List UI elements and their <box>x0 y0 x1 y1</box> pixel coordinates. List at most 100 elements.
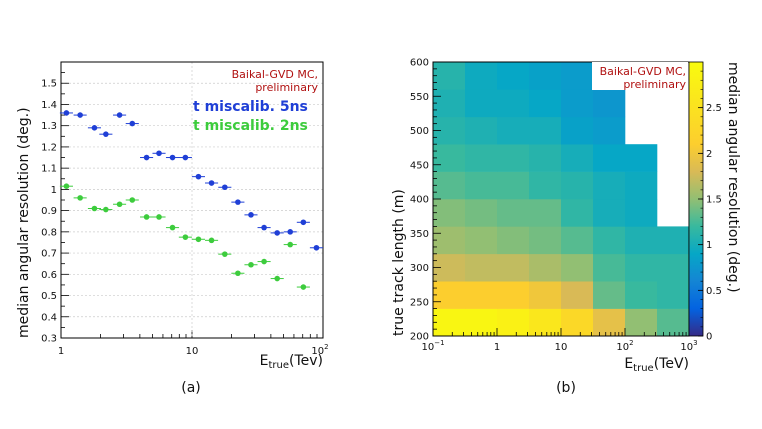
heatmap-cell <box>433 308 466 337</box>
data-point <box>235 270 241 277</box>
y-tick-label: 1.4 <box>41 100 57 111</box>
heatmap-cell <box>465 144 498 172</box>
y-tick-label: 1.1 <box>41 164 57 175</box>
panel-b-x-tick-label: 10 <box>555 342 568 353</box>
colorbar-tick-label: 1 <box>706 240 712 251</box>
heatmap-cell <box>465 308 498 337</box>
y-tick-label: 450 <box>410 160 429 171</box>
heatmap-cell <box>561 171 594 200</box>
panel-b-x-tick-base: 10 <box>680 342 693 353</box>
data-point <box>77 195 83 201</box>
heatmap-cell <box>625 144 658 172</box>
data-point <box>261 258 267 265</box>
colorbar-tick-label: 2 <box>706 149 712 160</box>
data-point <box>91 205 98 212</box>
data-point <box>143 214 150 220</box>
panel-a: 1 10 102 0.30.40.50.60.70.80.911.11.21.3… <box>16 61 329 396</box>
data-point <box>103 131 109 137</box>
heatmap-cell <box>625 226 658 255</box>
heatmap-cell <box>625 199 658 227</box>
heatmap-cell <box>593 171 626 200</box>
y-tick-label: 500 <box>410 126 429 137</box>
heatmap-cell <box>625 308 658 337</box>
y-tick-label: 1.2 <box>41 142 57 153</box>
data-point <box>156 150 162 157</box>
panel-a-ticks <box>60 62 323 339</box>
heatmap-cell <box>497 308 530 337</box>
data-point <box>116 112 123 118</box>
heatmap-cell <box>625 281 658 309</box>
heatmap-cell <box>593 226 626 255</box>
heatmap-cell <box>625 171 658 200</box>
panel-a-caption: (a) <box>181 380 201 396</box>
heatmap-cell <box>497 144 530 172</box>
panel-a-x-tick-base: 10 <box>311 346 324 357</box>
heatmap-cell <box>561 144 594 172</box>
panel-b-x-tick-base: 10 <box>616 342 629 353</box>
data-point <box>182 234 189 240</box>
y-tick-label: 300 <box>410 263 429 274</box>
panel-b-annotation-line1: Baikal-GVD MC, <box>600 65 686 78</box>
heatmap-cell <box>433 281 466 309</box>
heatmap-cell <box>497 171 530 200</box>
data-point <box>261 224 267 231</box>
heatmap-cell <box>465 199 498 227</box>
data-point <box>169 224 176 231</box>
heatmap-cell <box>561 281 594 309</box>
legend-5ns: t miscalib. 5ns <box>193 99 308 115</box>
heatmap-cell <box>433 199 466 227</box>
y-tick-label: 0.8 <box>41 227 57 238</box>
panel-a-x-tick-label: 102 <box>311 343 328 357</box>
heatmap-cell <box>529 281 562 309</box>
data-point <box>182 154 189 161</box>
data-point <box>313 244 320 251</box>
heatmap-cell <box>433 89 466 118</box>
y-tick-label: 1.5 <box>41 79 57 90</box>
data-point <box>63 183 70 189</box>
panel-b-caption: (b) <box>556 380 576 396</box>
heatmap-cell <box>561 199 594 227</box>
panel-b-x-tick-sup: −1 <box>434 339 444 347</box>
colorbar-tick-label: 0.5 <box>706 286 722 297</box>
colorbar-tick-label: 2.5 <box>706 103 722 114</box>
heatmap-cell <box>561 308 594 337</box>
heatmap-cell <box>657 281 690 309</box>
data-point <box>287 241 294 248</box>
panel-b-annotation-line2: preliminary <box>623 78 686 91</box>
data-point <box>248 261 254 268</box>
data-point <box>195 236 202 243</box>
data-point <box>103 206 109 213</box>
heatmap-cell <box>465 226 498 255</box>
heatmap-cell <box>593 308 626 337</box>
panel-b-ylabel: true track length (m) <box>391 189 407 336</box>
colorbar-tick-label: 1.5 <box>706 195 722 206</box>
panel-b-xlabel-unit: (TeV) <box>654 356 689 372</box>
heatmap-cell <box>497 253 530 282</box>
y-tick-label: 1.3 <box>41 121 57 132</box>
panel-b: 10−1 1 10 102 103 2002503003504004505005… <box>391 58 741 397</box>
heatmap-cell <box>657 226 690 255</box>
heatmap-cell <box>465 253 498 282</box>
heatmap-cell <box>657 308 690 337</box>
heatmap-cell <box>529 171 562 200</box>
heatmap-cell <box>497 199 530 227</box>
heatmap-cell <box>433 171 466 200</box>
data-point <box>116 201 123 208</box>
heatmap-cell <box>497 281 530 309</box>
heatmap-cell <box>465 89 498 118</box>
heatmap-cell <box>529 199 562 227</box>
heatmap-cell <box>529 89 562 118</box>
heatmap-cell <box>561 89 594 118</box>
heatmap-cells <box>433 62 690 337</box>
heatmap-cell <box>433 144 466 172</box>
data-point <box>287 229 294 235</box>
y-tick-label: 250 <box>410 297 429 308</box>
y-tick-label: 400 <box>410 195 429 206</box>
heatmap-cell <box>465 171 498 200</box>
y-tick-label: 200 <box>410 332 429 343</box>
colorbar-tick-label: 0 <box>706 332 712 343</box>
colorbar-label: median angular resolution (deg.) <box>725 62 741 293</box>
heatmap-cell <box>465 62 498 90</box>
panel-a-ylabel: median angular resolution (deg.) <box>16 107 32 338</box>
heatmap-cell <box>529 116 562 145</box>
